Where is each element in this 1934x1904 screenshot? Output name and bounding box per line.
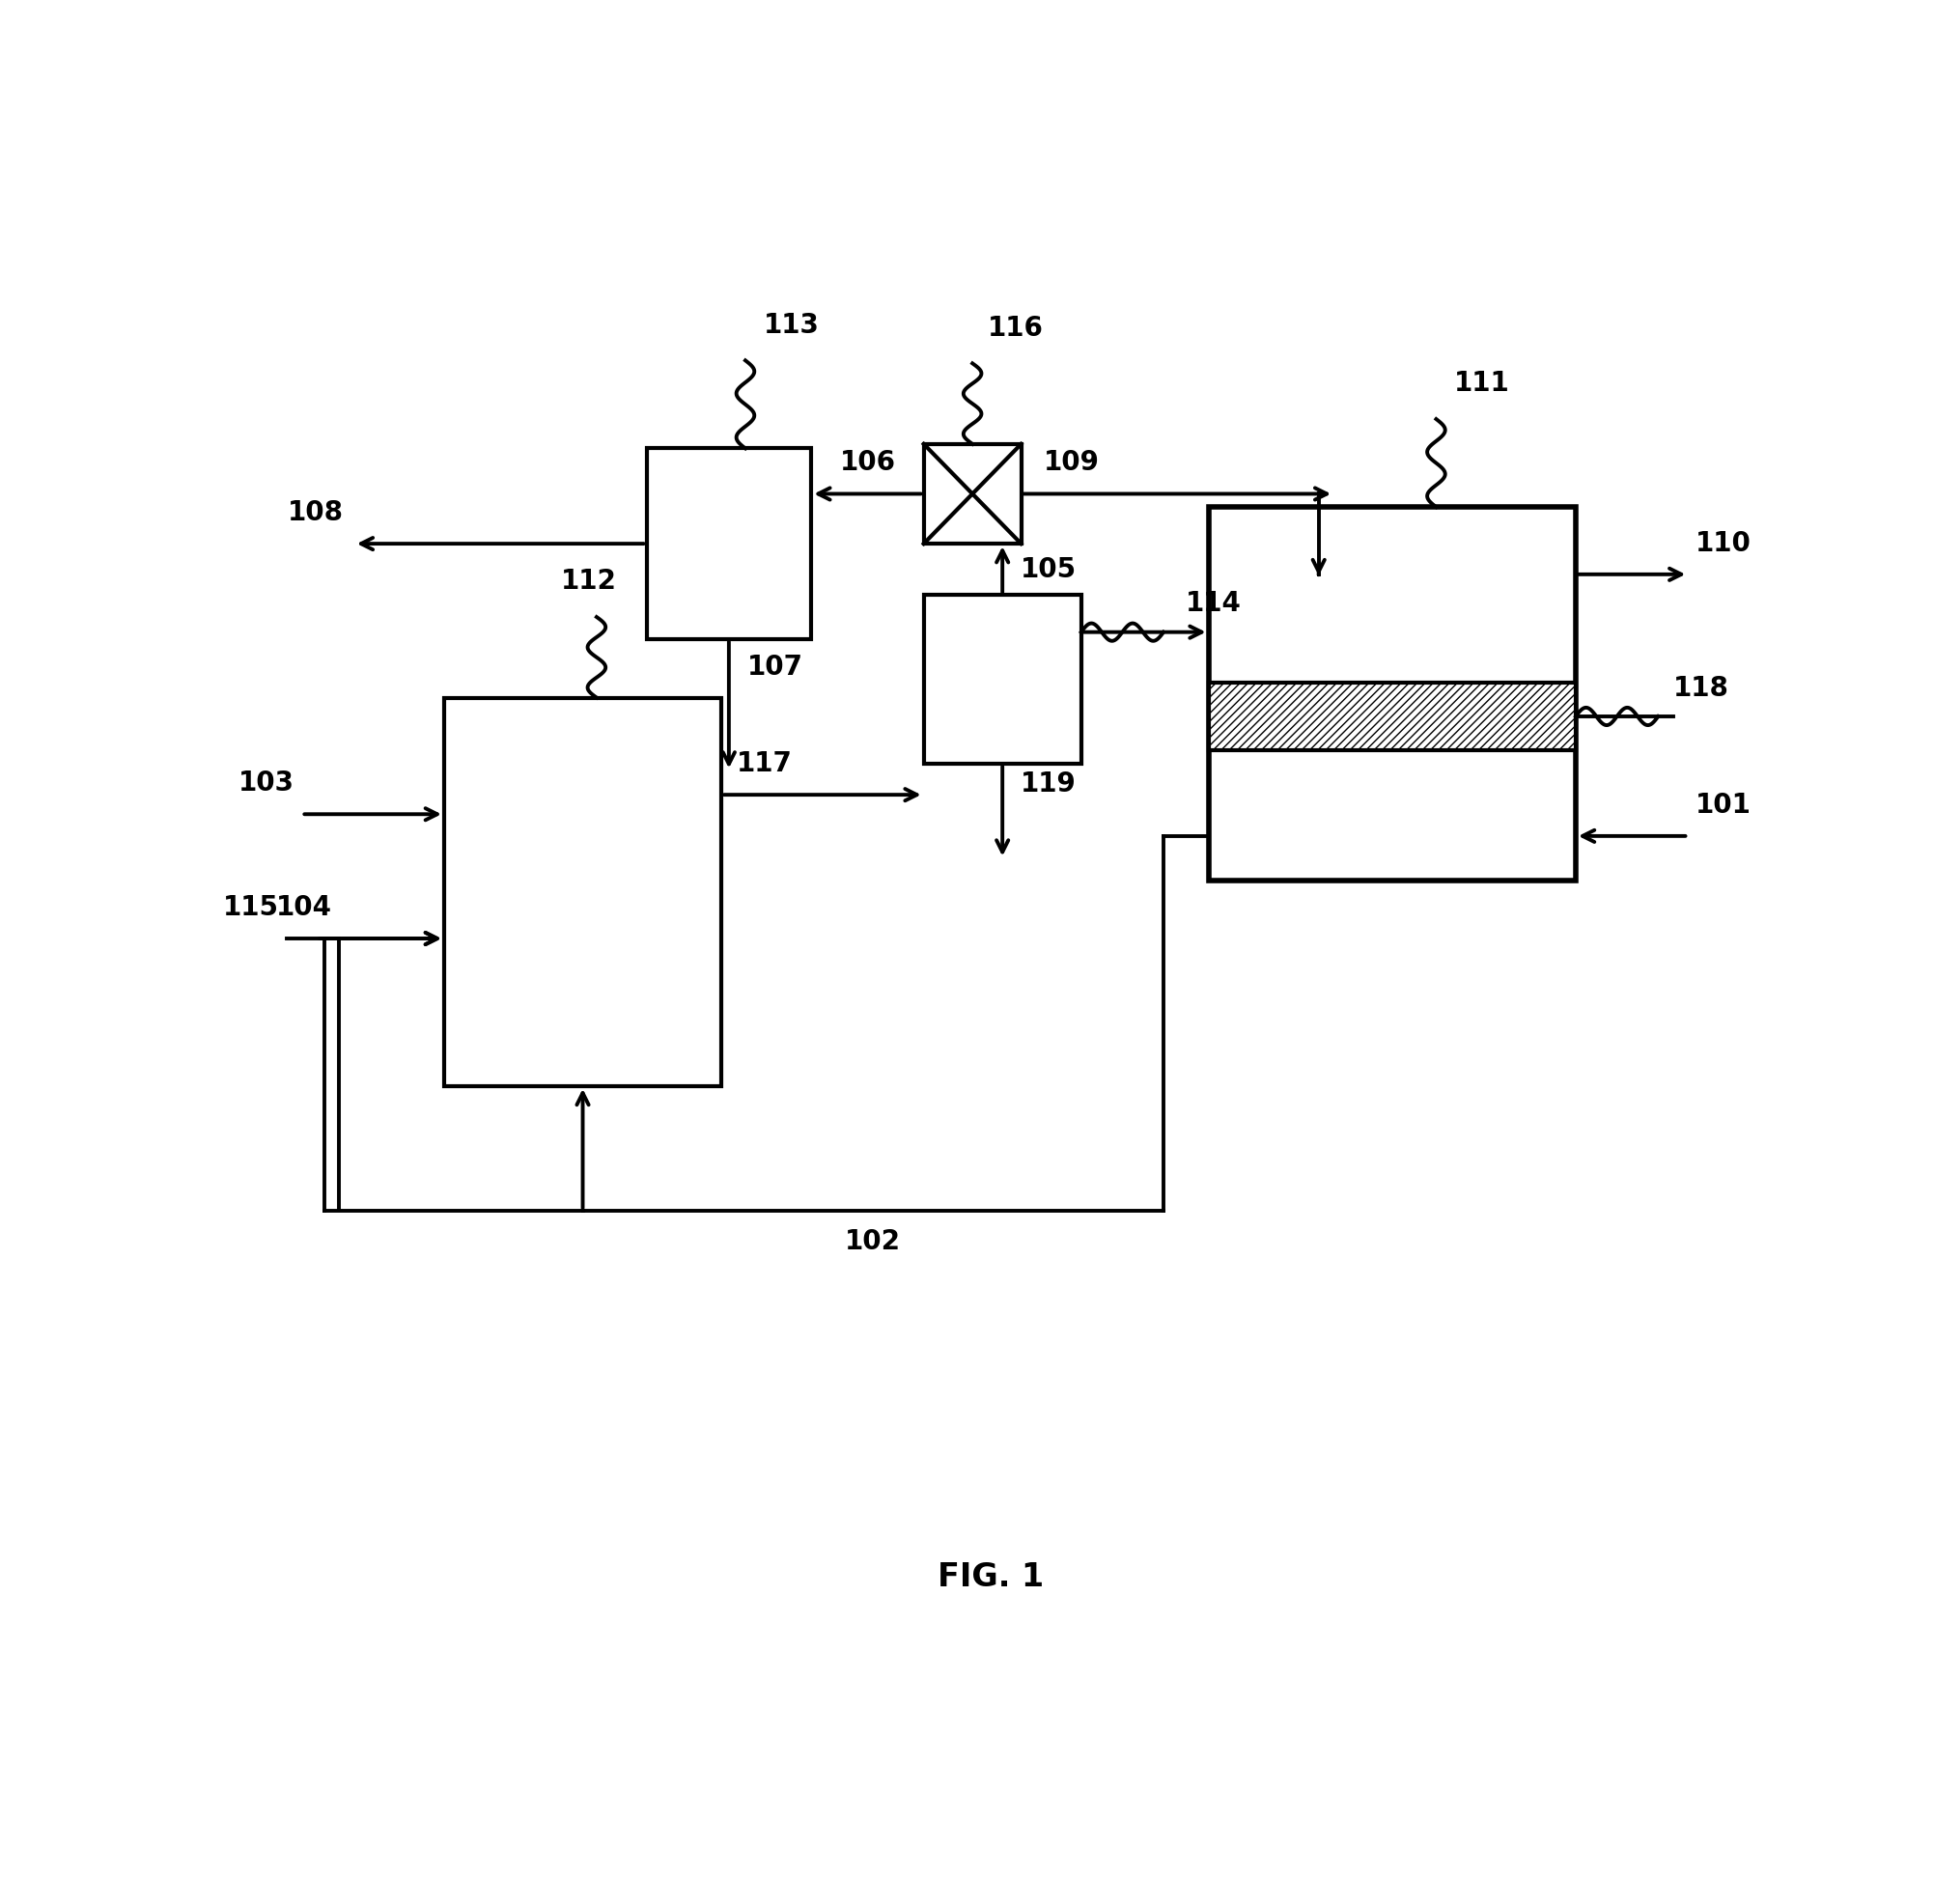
Bar: [445, 697, 721, 1085]
Text: 104: 104: [277, 893, 333, 922]
Text: 101: 101: [1696, 792, 1752, 819]
Bar: [1209, 506, 1576, 882]
Text: 105: 105: [1021, 556, 1077, 583]
Text: 119: 119: [1021, 771, 1075, 798]
Text: 102: 102: [845, 1228, 901, 1255]
Text: 106: 106: [839, 449, 895, 476]
Bar: [924, 444, 1021, 545]
Text: 103: 103: [238, 769, 294, 796]
Bar: [924, 594, 1081, 764]
Text: 112: 112: [561, 567, 617, 596]
Text: 117: 117: [737, 750, 793, 777]
Bar: [1209, 684, 1576, 750]
Text: 108: 108: [288, 499, 344, 526]
Text: 116: 116: [988, 314, 1042, 341]
Text: 118: 118: [1673, 674, 1729, 703]
Text: 114: 114: [1186, 590, 1242, 617]
Text: 110: 110: [1696, 529, 1752, 556]
Text: 111: 111: [1454, 369, 1510, 398]
Bar: [646, 447, 812, 640]
Text: 113: 113: [764, 312, 820, 339]
Text: 115: 115: [222, 893, 278, 922]
Text: FIG. 1: FIG. 1: [938, 1561, 1044, 1594]
Text: 107: 107: [747, 653, 803, 680]
Text: 109: 109: [1044, 449, 1100, 476]
